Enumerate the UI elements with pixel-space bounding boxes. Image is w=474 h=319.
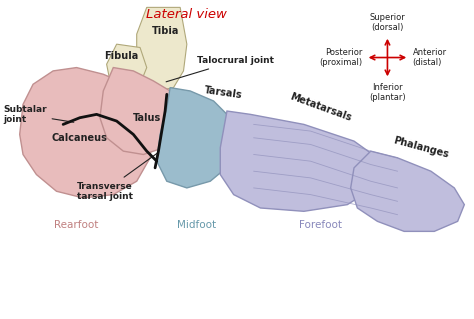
Text: Rearfoot: Rearfoot [55, 220, 99, 230]
Polygon shape [100, 68, 180, 154]
Text: Anterior
(distal): Anterior (distal) [412, 48, 447, 67]
Text: Phalanges: Phalanges [392, 136, 450, 160]
Polygon shape [157, 88, 237, 188]
Text: Forefoot: Forefoot [299, 220, 342, 230]
Text: Calcaneus: Calcaneus [52, 133, 108, 143]
Polygon shape [220, 111, 377, 211]
Text: Talocrural joint: Talocrural joint [166, 56, 274, 82]
Text: Tibia: Tibia [151, 26, 179, 36]
Text: Subtalar
joint: Subtalar joint [3, 105, 74, 124]
Polygon shape [107, 44, 147, 89]
Text: Talus: Talus [133, 113, 161, 123]
Text: Tarsals: Tarsals [203, 85, 243, 100]
Text: Inferior
(plantar): Inferior (plantar) [369, 83, 406, 102]
Text: Midfoot: Midfoot [177, 220, 217, 230]
Polygon shape [137, 7, 187, 91]
Text: Lateral view: Lateral view [146, 8, 228, 20]
Text: Posterior
(proximal): Posterior (proximal) [319, 48, 362, 67]
Polygon shape [20, 68, 154, 198]
Text: Metatarsals: Metatarsals [288, 92, 353, 123]
Text: Fibula: Fibula [105, 51, 139, 61]
Text: Transverse
tarsal joint: Transverse tarsal joint [76, 153, 158, 201]
Text: Superior
(dorsal): Superior (dorsal) [370, 13, 405, 33]
Polygon shape [351, 151, 465, 231]
